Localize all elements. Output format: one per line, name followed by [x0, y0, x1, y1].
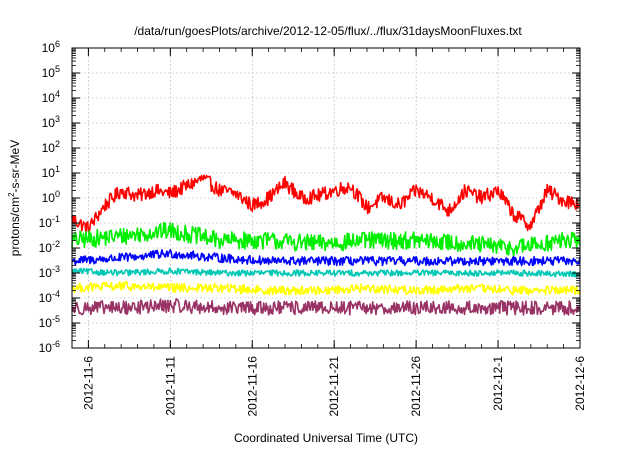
y-tick-base: 10 [39, 316, 53, 330]
y-tick-exponent: 3 [55, 114, 60, 124]
svg-text:protons/cm2-s-sr-MeV: protons/cm2-s-sr-MeV [7, 140, 22, 256]
y-tick-base: 10 [42, 41, 56, 55]
y-axis-label-superscript: 2 [7, 192, 16, 197]
y-tick-base: 10 [42, 191, 56, 205]
y-tick-base: 10 [39, 241, 53, 255]
y-axis-label-units: -s-sr-MeV [8, 140, 22, 193]
y-tick-exponent: -1 [52, 214, 60, 224]
y-tick-base: 10 [39, 216, 53, 230]
x-tick-labels: 2012-11-6 2012-11-11 2012-11-16 2012-11-21 2… [81, 356, 587, 417]
y-tick-base: 10 [42, 116, 56, 130]
y-tick-label: 10-6 [39, 339, 60, 355]
series-line [71, 267, 581, 278]
series-line [71, 298, 581, 316]
x-tick-label: 2012-12-6 [573, 356, 587, 411]
x-axis-label: Coordinated Universal Time (UTC) [234, 431, 418, 445]
y-tick-label: 103 [42, 114, 60, 130]
y-tick-exponent: 4 [55, 89, 60, 99]
y-tick-label: 104 [42, 89, 60, 105]
y-tick-label: 105 [42, 64, 60, 80]
y-axis-label: protons/cm2-s-sr-MeV [7, 140, 22, 256]
axis-ticks [71, 47, 581, 349]
y-tick-label: 10-2 [39, 239, 60, 255]
y-axis-label-main: protons/cm [8, 197, 22, 256]
y-tick-label: 101 [42, 164, 60, 180]
y-tick-exponent: -4 [52, 289, 60, 299]
series-line [71, 221, 581, 258]
x-tick-label: 2012-11-26 [409, 356, 423, 417]
x-tick-label: 2012-11-6 [81, 356, 95, 410]
y-tick-base: 10 [39, 266, 53, 280]
y-tick-label: 106 [42, 39, 60, 55]
series-lines [71, 174, 581, 316]
y-tick-base: 10 [42, 91, 56, 105]
y-tick-exponent: -2 [52, 239, 60, 249]
x-tick-label: 2012-11-21 [327, 356, 341, 417]
grid-lines [72, 48, 580, 348]
y-tick-base: 10 [42, 166, 56, 180]
y-tick-exponent: 0 [55, 189, 60, 199]
y-tick-exponent: -5 [52, 314, 60, 324]
y-tick-label: 10-3 [39, 264, 60, 280]
chart-title: /data/run/goesPlots/archive/2012-12-05/f… [134, 24, 522, 38]
y-tick-exponent: 1 [55, 164, 60, 174]
y-tick-exponent: -3 [52, 264, 60, 274]
x-tick-label: 2012-11-16 [245, 356, 259, 417]
y-tick-exponent: -6 [52, 339, 60, 349]
series-line [71, 280, 581, 296]
y-tick-label: 100 [42, 189, 60, 205]
y-tick-label: 102 [42, 139, 60, 155]
x-tick-label: 2012-11-11 [163, 356, 177, 416]
y-tick-label: 10-4 [39, 289, 60, 305]
series-line [71, 249, 581, 267]
y-tick-base: 10 [42, 66, 56, 80]
y-tick-base: 10 [42, 141, 56, 155]
y-tick-base: 10 [39, 341, 53, 355]
y-tick-labels: 10-610-510-410-310-210-11001011021031041… [39, 39, 60, 355]
series-line [71, 174, 581, 235]
y-tick-exponent: 2 [55, 139, 60, 149]
y-tick-exponent: 5 [55, 64, 60, 74]
y-tick-exponent: 6 [55, 39, 60, 49]
y-tick-base: 10 [39, 291, 53, 305]
y-tick-label: 10-1 [39, 214, 60, 230]
y-tick-label: 10-5 [39, 314, 60, 330]
x-tick-label: 2012-12-1 [491, 356, 505, 411]
